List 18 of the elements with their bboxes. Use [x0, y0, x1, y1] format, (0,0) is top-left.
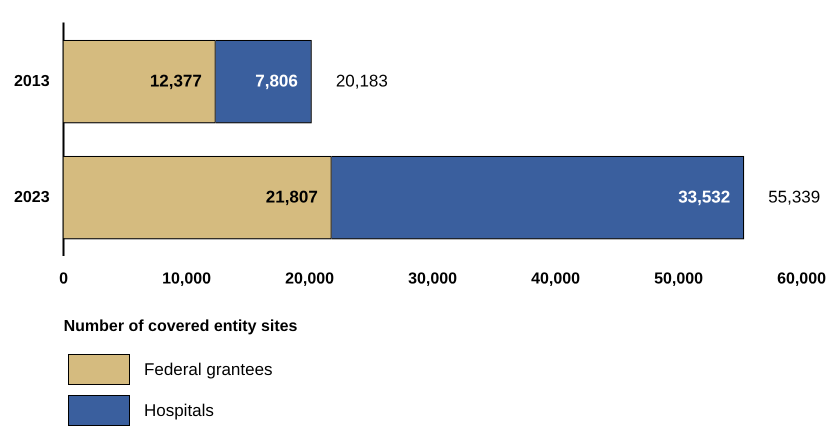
data-label: 33,532 [678, 187, 730, 206]
x-tick-label: 0 [59, 270, 68, 288]
data-label: 7,806 [255, 71, 298, 90]
y-tick-label: 2023 [14, 189, 50, 206]
legend-label: Federal grantees [144, 360, 273, 380]
x-tick-label: 50,000 [654, 270, 704, 288]
x-tick-label: 40,000 [531, 270, 580, 288]
x-tick-label: 30,000 [408, 270, 458, 288]
x-tick-label: 20,000 [285, 270, 334, 288]
data-label: 21,807 [266, 187, 318, 206]
x-axis-title: Number of covered entity sites [64, 318, 298, 335]
total-label: 55,339 [768, 187, 820, 206]
x-tick-label: 60,000 [777, 270, 826, 288]
y-tick-label: 2013 [14, 73, 50, 90]
data-label: 12,377 [150, 71, 202, 90]
total-label: 20,183 [336, 71, 388, 90]
x-tick-label: 10,000 [162, 270, 212, 288]
legend-label: Hospitals [144, 400, 214, 420]
